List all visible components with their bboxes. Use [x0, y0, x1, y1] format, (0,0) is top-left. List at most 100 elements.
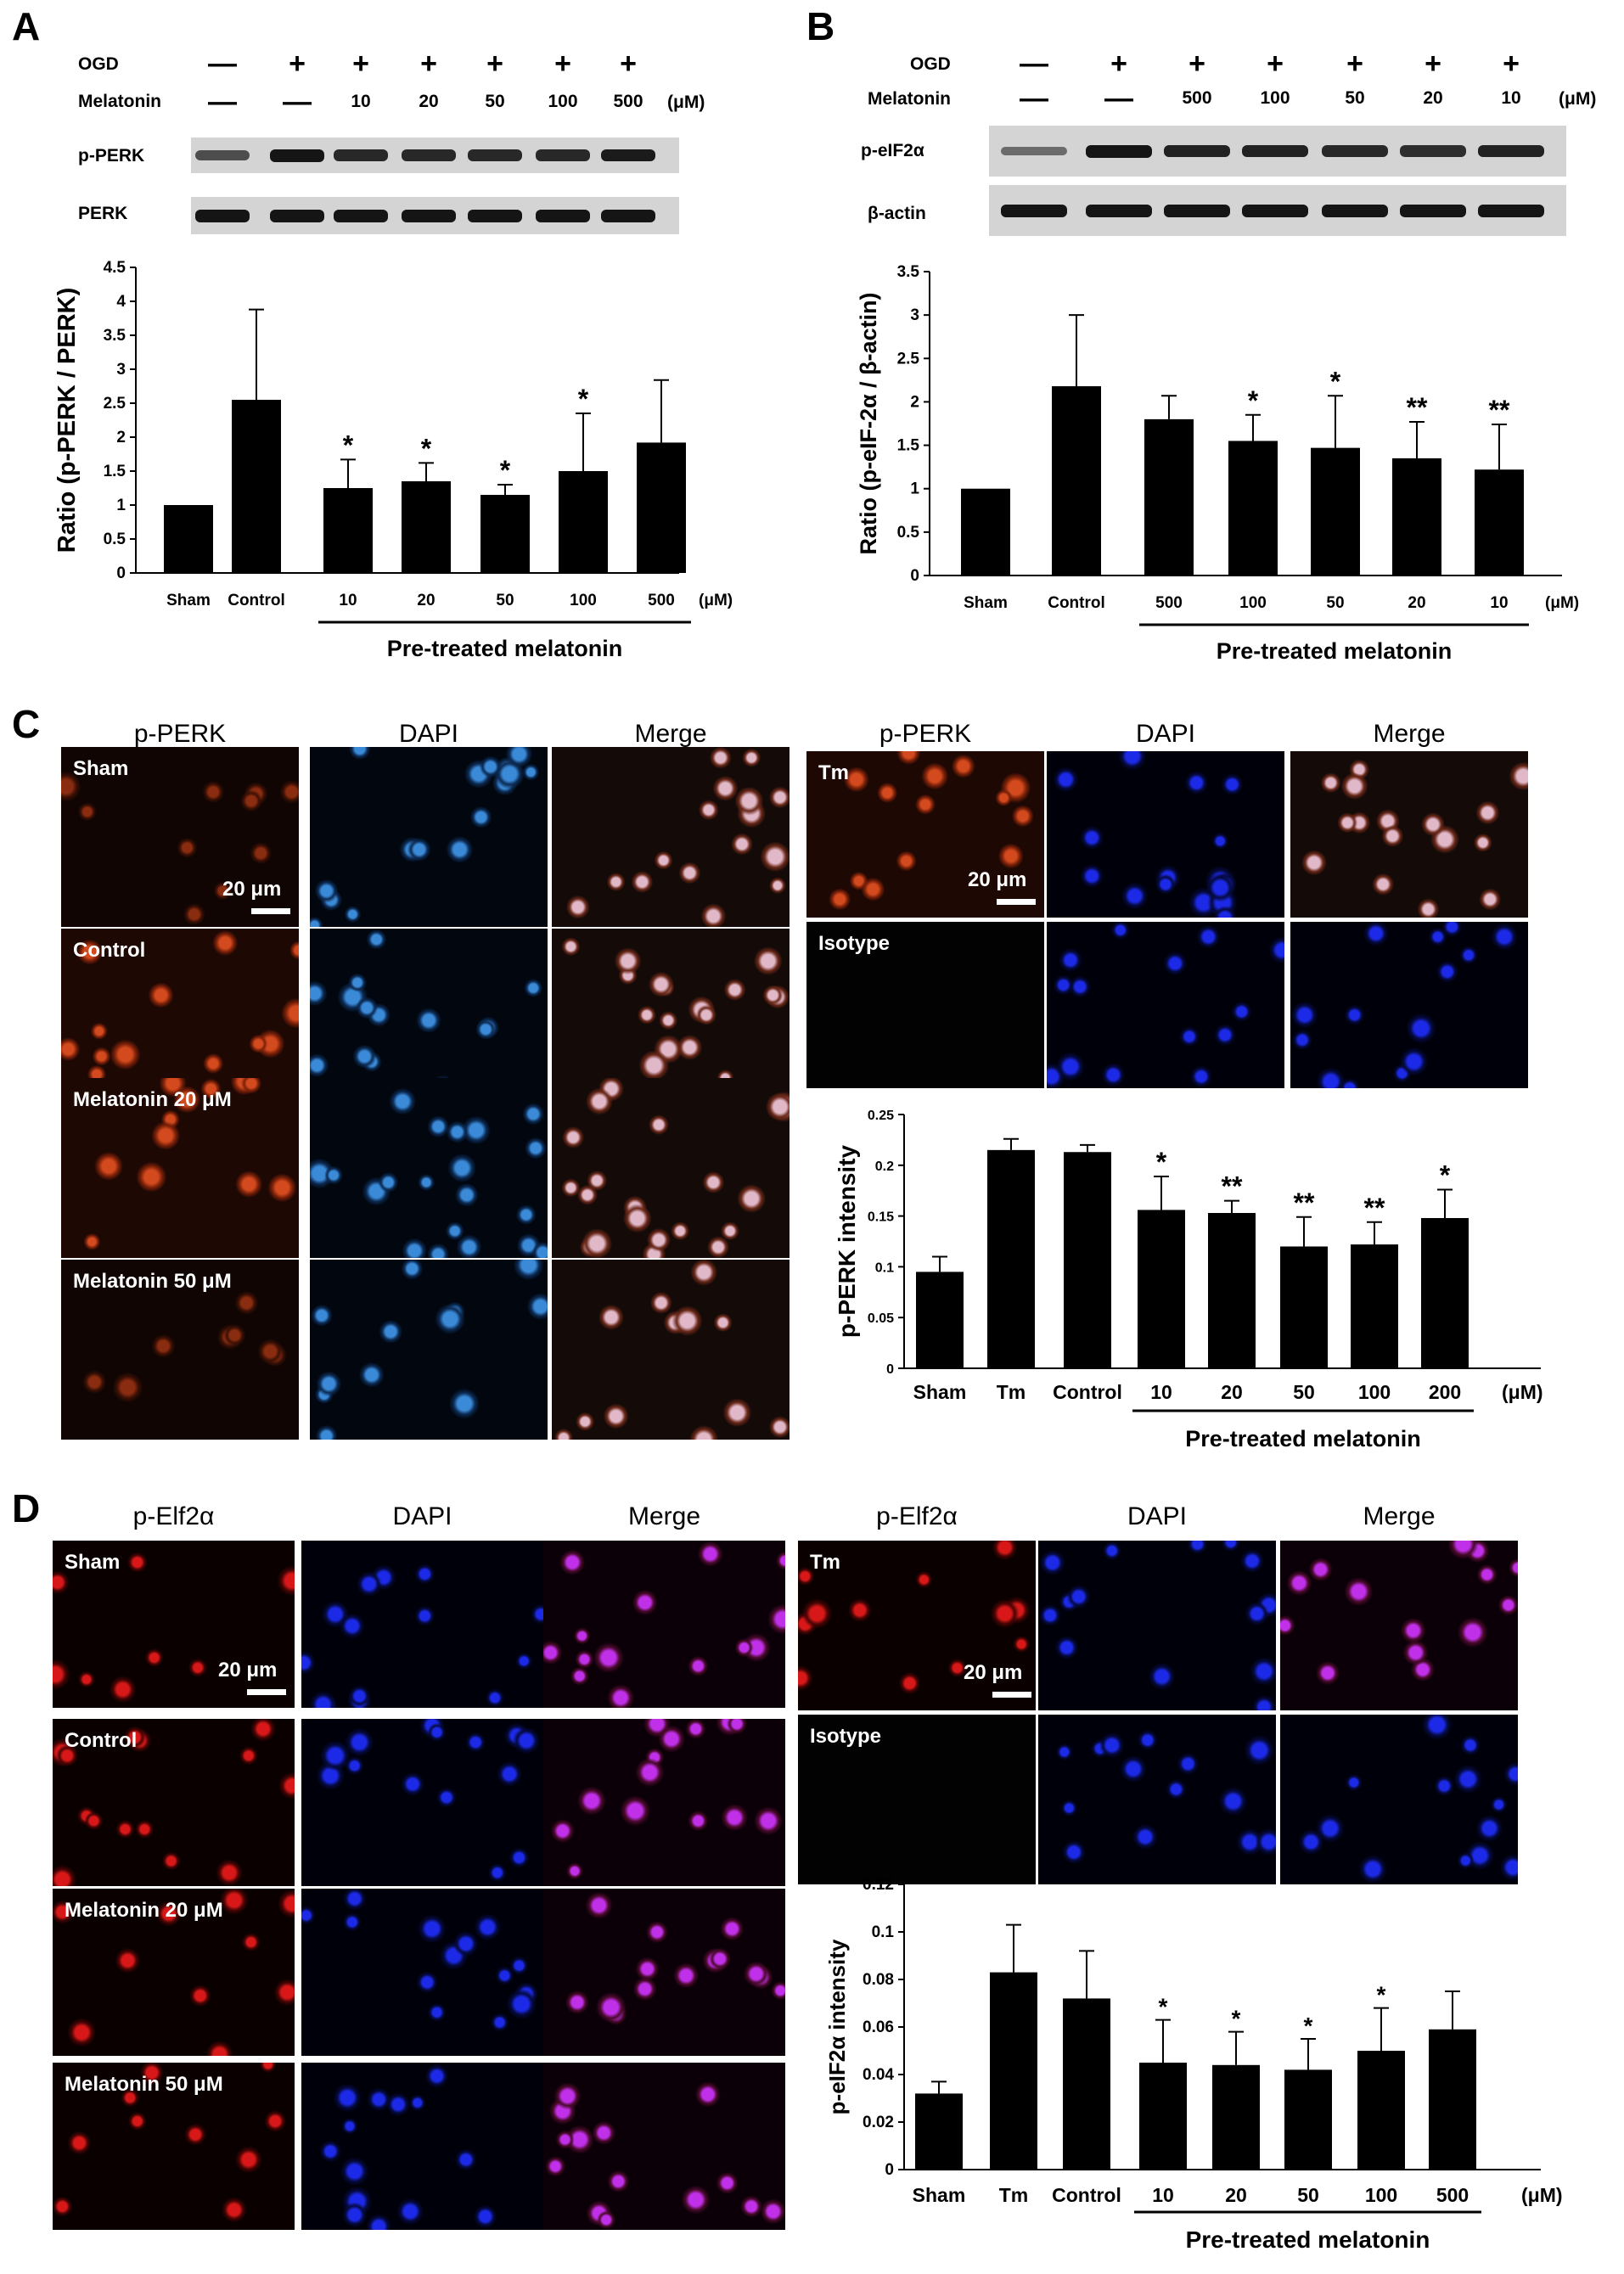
- x-tick-label: 50: [1297, 2184, 1319, 2206]
- column-header: DAPI: [398, 720, 459, 748]
- treatment-value: +: [1346, 48, 1363, 80]
- column-header: p-PERK: [133, 720, 227, 748]
- bar: [402, 481, 451, 573]
- bar: [480, 495, 530, 573]
- y-tick-label: 0.04: [863, 2066, 894, 2084]
- blot-band: [536, 209, 590, 222]
- blot-band: [195, 209, 250, 222]
- blot-band: [1478, 144, 1544, 158]
- blot-band: [1086, 204, 1152, 217]
- column-header: Merge: [1373, 720, 1446, 748]
- significance-marker: **: [1222, 1171, 1243, 1202]
- micrograph-image: Tm 20 μm: [806, 751, 1044, 918]
- treatment-value: +: [486, 48, 503, 80]
- blot-band: [1322, 145, 1388, 157]
- treatment-value: +: [289, 48, 306, 80]
- significance-marker: *: [343, 430, 354, 460]
- y-tick-label: 0.06: [863, 2019, 894, 2036]
- y-tick-label: 3.5: [897, 263, 920, 281]
- significance-marker: **: [1407, 392, 1428, 423]
- bar: [1351, 1244, 1398, 1368]
- blot-strip: [191, 138, 679, 173]
- treatment-value: 100: [548, 92, 578, 111]
- significance-marker: *: [1440, 1160, 1451, 1191]
- blot-band: [536, 149, 590, 161]
- scale-bar-label: 20 μm: [968, 868, 1027, 891]
- significance-marker: **: [1364, 1193, 1385, 1223]
- treatment-value: +: [1188, 48, 1205, 80]
- column-header: Merge: [634, 720, 707, 748]
- blot-band: [468, 209, 522, 222]
- micrograph-image: [543, 1541, 785, 1708]
- image-label: Control: [65, 1729, 138, 1752]
- blot-strip: [989, 185, 1566, 236]
- blot-band: [1164, 204, 1230, 217]
- column-header: Merge: [627, 1502, 701, 1530]
- treatment-value: —: [1020, 48, 1048, 80]
- bar: [987, 1149, 1035, 1368]
- blot-label-p-perk: p-PERK: [78, 146, 145, 166]
- y-tick-label: 0.02: [863, 2114, 894, 2131]
- y-tick-label: 0: [886, 1362, 894, 1377]
- scale-bar: [992, 1692, 1031, 1698]
- panel-label-a: A: [12, 4, 41, 48]
- blot-strip: [191, 197, 679, 234]
- bar: [1280, 1246, 1328, 1368]
- significance-marker: *: [421, 433, 432, 463]
- x-tick-label: 100: [1358, 1381, 1391, 1403]
- treatment-value: —: [1104, 82, 1133, 115]
- x-tick-label: Sham: [913, 2184, 966, 2206]
- bar: [1208, 1213, 1256, 1368]
- x-tick-label: 20: [1408, 594, 1425, 612]
- unit-label: (μM): [667, 93, 705, 112]
- micrograph-image: [310, 747, 548, 927]
- x-tick-label: Sham: [964, 594, 1008, 612]
- micrograph-image: [1290, 751, 1528, 918]
- bar: [1392, 458, 1441, 576]
- micrograph-image: [552, 1078, 790, 1258]
- bar: [1064, 1152, 1111, 1368]
- panel-label-d: D: [12, 1486, 41, 1530]
- y-tick-label: 3.5: [104, 327, 126, 345]
- micrograph-image: [1047, 922, 1284, 1088]
- micrograph-image: [552, 747, 790, 927]
- blot-band: [1086, 144, 1152, 158]
- bar: [1139, 2063, 1187, 2170]
- image-label: Tm: [810, 1551, 840, 1574]
- treatment-value: 20: [419, 92, 439, 111]
- blot-band: [1164, 144, 1230, 158]
- micrograph-image: Tm 20 μm: [798, 1541, 1036, 1710]
- treatment-value: 50: [485, 92, 505, 111]
- significance-marker: *: [1304, 2013, 1313, 2039]
- panel-label-c: C: [12, 702, 41, 746]
- blot-band: [334, 149, 388, 161]
- blot-band: [270, 209, 324, 222]
- bar: [1063, 1998, 1110, 2170]
- y-tick-label: 0.1: [872, 1923, 895, 1941]
- y-axis-label: p-PERK intensity: [834, 1145, 860, 1339]
- image-label: Melatonin 50 μM: [65, 2073, 223, 2096]
- blot-band: [402, 149, 456, 161]
- y-tick-label: 2.5: [104, 395, 126, 413]
- bar: [323, 488, 373, 573]
- x-tick-label: 100: [570, 592, 597, 609]
- scale-bar-label: 20 μm: [222, 878, 282, 901]
- group-label: Pre-treated melatonin: [1217, 638, 1453, 664]
- bar: [1052, 386, 1101, 576]
- image-label: Melatonin 50 μM: [73, 1270, 232, 1293]
- blot-band: [1242, 204, 1308, 217]
- treatment-value: +: [1267, 48, 1284, 80]
- blot-strip: [989, 126, 1566, 177]
- x-tick-label: Tm: [997, 1381, 1026, 1403]
- y-tick-label: 0.12: [863, 1876, 894, 1894]
- y-tick-label: 2.5: [897, 350, 920, 368]
- bar: [559, 471, 608, 573]
- scale-bar-label: 20 μm: [964, 1661, 1023, 1684]
- bar: [1475, 469, 1524, 576]
- micrograph-image: Sham 20 μm: [53, 1541, 295, 1708]
- treatment-value: 20: [1423, 88, 1443, 108]
- y-tick-label: 0.5: [104, 531, 126, 548]
- treatment-value: —: [208, 48, 237, 80]
- blot-band: [601, 149, 655, 162]
- blot-band: [402, 209, 456, 222]
